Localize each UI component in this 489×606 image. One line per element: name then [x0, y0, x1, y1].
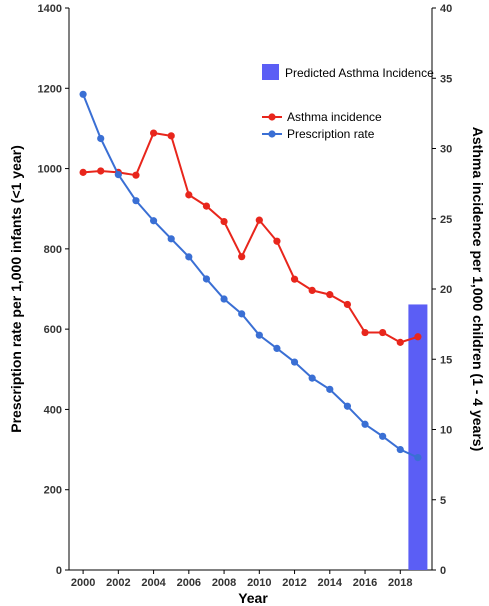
y-left-tick-label: 400 — [44, 404, 62, 416]
asthma-incidence-point — [167, 132, 175, 140]
x-tick-label: 2002 — [106, 577, 130, 589]
prescription-rate-point — [167, 235, 175, 243]
prescription-rate-point — [255, 331, 263, 339]
y-right-tick-label: 20 — [440, 284, 452, 296]
prescription-rate-point — [220, 295, 228, 303]
asthma-incidence-point — [273, 237, 281, 245]
asthma-incidence-point — [379, 328, 387, 337]
asthma-incidence-point — [290, 275, 299, 283]
asthma-incidence-point — [343, 300, 352, 309]
predicted-asthma-bar — [408, 304, 428, 570]
y-right-tick-label: 0 — [440, 565, 446, 577]
y-left-tick-label: 1200 — [38, 83, 62, 95]
prescription-rate-point — [396, 445, 404, 454]
asthma-incidence-point — [97, 167, 105, 175]
y-left-tick-label: 600 — [44, 324, 62, 336]
legend-label-prescription-rate: Prescription rate — [287, 127, 375, 141]
asthma-incidence-point — [326, 291, 334, 299]
prescription-rate-point — [202, 275, 211, 283]
prescription-rate-point — [361, 420, 369, 428]
x-tick-label: 2016 — [353, 577, 377, 589]
prescription-rate-point — [238, 310, 246, 318]
y-left-tick-label: 1000 — [38, 164, 62, 176]
asthma-incidence-point — [308, 286, 316, 295]
asthma-incidence-point — [396, 338, 404, 346]
prescription-rate-point — [79, 90, 87, 98]
prescription-rate-point — [379, 432, 387, 440]
asthma-incidence-point — [414, 333, 422, 341]
legend-marker-prescription-rate — [268, 130, 276, 138]
asthma-incidence-point — [132, 171, 140, 179]
asthma-incidence-point — [238, 253, 246, 261]
y-right-tick-label: 10 — [440, 425, 452, 437]
y-right-tick-label: 25 — [440, 214, 452, 226]
prescription-rate-point — [308, 374, 316, 382]
y-axis-right-title: Asthma incidence per 1,000 children (1 -… — [470, 127, 486, 451]
x-axis-title: Year — [238, 590, 268, 606]
y-left-tick-label: 200 — [44, 485, 62, 497]
asthma-incidence-line — [83, 131, 419, 344]
y-left-tick-label: 800 — [44, 244, 62, 256]
asthma-incidence-point — [185, 191, 193, 199]
legend: Predicted Asthma Incidence Asthma inciden… — [262, 64, 434, 141]
x-tick-label: 2008 — [212, 577, 236, 589]
line-layer — [79, 90, 422, 462]
prescription-rate-point — [149, 217, 158, 225]
asthma-incidence-point — [255, 216, 263, 224]
y-axis-left-title: Prescription rate per 1,000 infants (<1 … — [8, 145, 24, 433]
y-right-tick-label: 5 — [440, 495, 446, 507]
asthma-incidence-point — [202, 202, 211, 210]
y-right-tick-label: 40 — [440, 3, 452, 15]
asthma-incidence-point — [79, 168, 87, 176]
x-tick-label: 2010 — [247, 577, 271, 589]
x-tick-label: 2006 — [177, 577, 201, 589]
y-right-tick-label: 35 — [440, 73, 452, 85]
y-left-tick-label: 0 — [56, 565, 62, 577]
asthma-incidence-point — [149, 129, 158, 137]
prescription-rate-point — [273, 344, 281, 353]
prescription-rate-point — [326, 385, 334, 393]
prescription-rate-point — [185, 253, 193, 261]
x-tick-label: 2018 — [388, 577, 412, 589]
x-tick-label: 2012 — [282, 577, 306, 589]
prescription-rate-line — [82, 93, 419, 459]
prescription-rate-point — [343, 402, 352, 410]
x-tick-label: 2000 — [71, 577, 95, 589]
prescription-rate-point — [114, 170, 122, 179]
prescription-rate-point — [132, 197, 140, 205]
x-tick-label: 2004 — [141, 577, 166, 589]
y-right-tick-label: 15 — [440, 354, 452, 366]
legend-swatch-predicted — [262, 64, 279, 80]
x-tick-label: 2014 — [318, 577, 343, 589]
prescription-rate-point — [97, 134, 105, 143]
legend-marker-asthma-incidence — [268, 113, 276, 121]
prescription-rate-point — [290, 358, 299, 366]
legend-label-asthma-incidence: Asthma incidence — [287, 110, 382, 124]
y-left-tick-label: 1400 — [38, 3, 62, 15]
prescription-rate-point — [414, 454, 422, 462]
bar-layer — [408, 304, 428, 570]
legend-label-predicted: Predicted Asthma Incidence — [285, 66, 434, 80]
asthma-incidence-point — [361, 328, 369, 337]
chart-axes: 0 200 400 600 800 1000 1200 1400 0 5 10 15 20 25 30 35 4… — [38, 3, 453, 589]
y-right-tick-label: 30 — [440, 144, 452, 156]
asthma-incidence-point — [220, 217, 228, 226]
